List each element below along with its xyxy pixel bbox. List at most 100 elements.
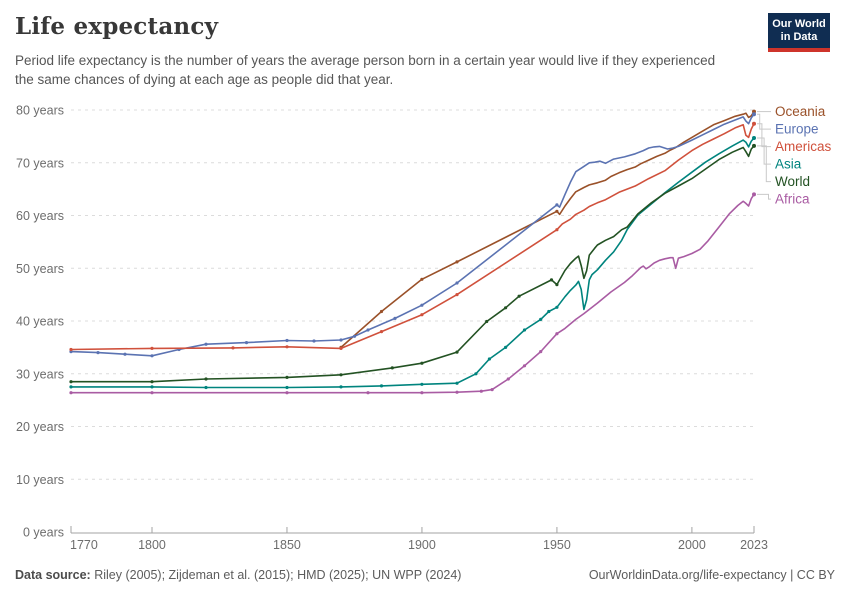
data-point-europe [393,316,397,320]
data-point-americas [231,346,235,350]
y-tick-label: 30 years [16,367,64,381]
series-line-americas [70,122,755,351]
end-point-world [752,143,756,148]
y-tick-label: 20 years [16,420,64,434]
end-point-americas [752,121,756,126]
owid-url-license[interactable]: OurWorldinData.org/life-expectancy | CC … [588,568,835,582]
data-source-label: Data source: [15,568,91,582]
data-source-note: Data source: Riley (2005); Zijdeman et a… [15,568,461,582]
data-point-asia [339,385,343,389]
data-point-americas [379,330,384,334]
data-point-world [150,380,154,384]
legend-label-africa[interactable]: Africa [775,192,810,207]
data-point-americas [555,228,559,232]
series-line-africa [70,193,755,394]
end-point-europe [752,112,756,117]
y-tick-label: 50 years [16,262,64,276]
data-point-asia [285,385,289,390]
data-point-oceania [420,277,424,281]
data-point-europe [366,328,370,332]
data-source-text: Riley (2005); Zijdeman et al. (2015); HM… [90,568,462,582]
series-line-europe [70,113,755,357]
series-line-world [70,145,755,383]
data-point-asia [555,305,559,309]
data-point-asia [150,385,154,389]
data-point-europe [244,341,249,345]
data-point-world [517,294,521,298]
y-tick-label: 80 years [16,104,64,118]
data-point-world [504,306,508,310]
line-chart: 0 years 10 years 20 years 30 years 40 years 5… [16,104,832,553]
legend-connector-europe [757,113,771,130]
data-point-americas [285,345,289,349]
x-tick-label: 2023 [740,538,768,552]
data-point-africa [539,350,543,354]
data-point-africa [150,391,154,395]
y-tick-label: 60 years [16,209,64,223]
owid-logo-line1: Our World [772,18,826,30]
data-point-oceania [379,309,384,314]
x-tick-label: 2000 [678,538,706,552]
series-line-oceania [340,110,755,349]
data-point-asia [547,309,551,314]
data-point-world [285,375,289,379]
legend-label-europe[interactable]: Europe [775,122,819,137]
data-point-europe [123,352,127,356]
end-point-asia [752,136,756,140]
data-point-oceania [455,260,459,264]
data-point-europe [339,338,343,342]
data-point-americas [339,346,343,350]
x-tick-label: 1800 [138,538,166,552]
data-point-africa [555,332,559,336]
data-point-world [390,366,394,370]
data-point-world [420,361,424,365]
data-point-europe [150,354,154,358]
x-tick-label: 1950 [543,538,571,552]
data-point-africa [490,388,494,392]
data-point-europe [555,203,559,207]
data-point-oceania [555,209,559,213]
data-point-asia [69,385,73,389]
data-point-europe [204,342,208,346]
series-line-asia [70,137,755,389]
data-point-europe [312,339,316,343]
owid-logo[interactable]: Our World in Data [768,13,830,52]
data-point-asia [455,381,459,385]
x-tick-label: 1850 [273,538,301,552]
data-point-asia [474,372,478,376]
data-point-asia [420,382,424,386]
chart-subtitle: Period life expectancy is the number of … [15,53,716,88]
legend-connector-world [757,145,771,183]
data-point-europe [285,338,289,343]
y-tick-label: 10 years [16,473,64,487]
data-point-americas [150,346,154,350]
data-point-asia [539,317,543,321]
legend-label-oceania[interactable]: Oceania [775,104,826,119]
x-tick-label: 1900 [408,538,436,552]
data-point-asia [487,357,491,361]
end-point-africa [752,192,756,197]
data-point-asia [504,345,508,349]
owid-logo-line2: in Data [780,31,818,43]
data-point-africa [506,377,510,381]
data-point-americas [69,347,73,352]
legend-label-asia[interactable]: Asia [775,157,802,172]
data-point-africa [285,391,289,395]
data-point-europe [96,351,100,355]
data-point-africa [522,364,527,368]
data-point-asia [204,385,208,390]
data-point-world [485,319,489,324]
data-point-world [555,283,559,287]
legend-label-world[interactable]: World [775,174,810,189]
data-point-world [69,380,73,384]
data-point-europe [420,303,424,307]
data-point-world [339,373,343,377]
data-point-europe [352,334,357,338]
data-point-europe [455,281,459,285]
legend-label-americas[interactable]: Americas [775,139,832,154]
legend-connector-africa [757,193,771,200]
y-tick-label: 0 years [23,526,64,540]
data-point-africa [479,389,483,393]
data-point-africa [366,391,370,395]
